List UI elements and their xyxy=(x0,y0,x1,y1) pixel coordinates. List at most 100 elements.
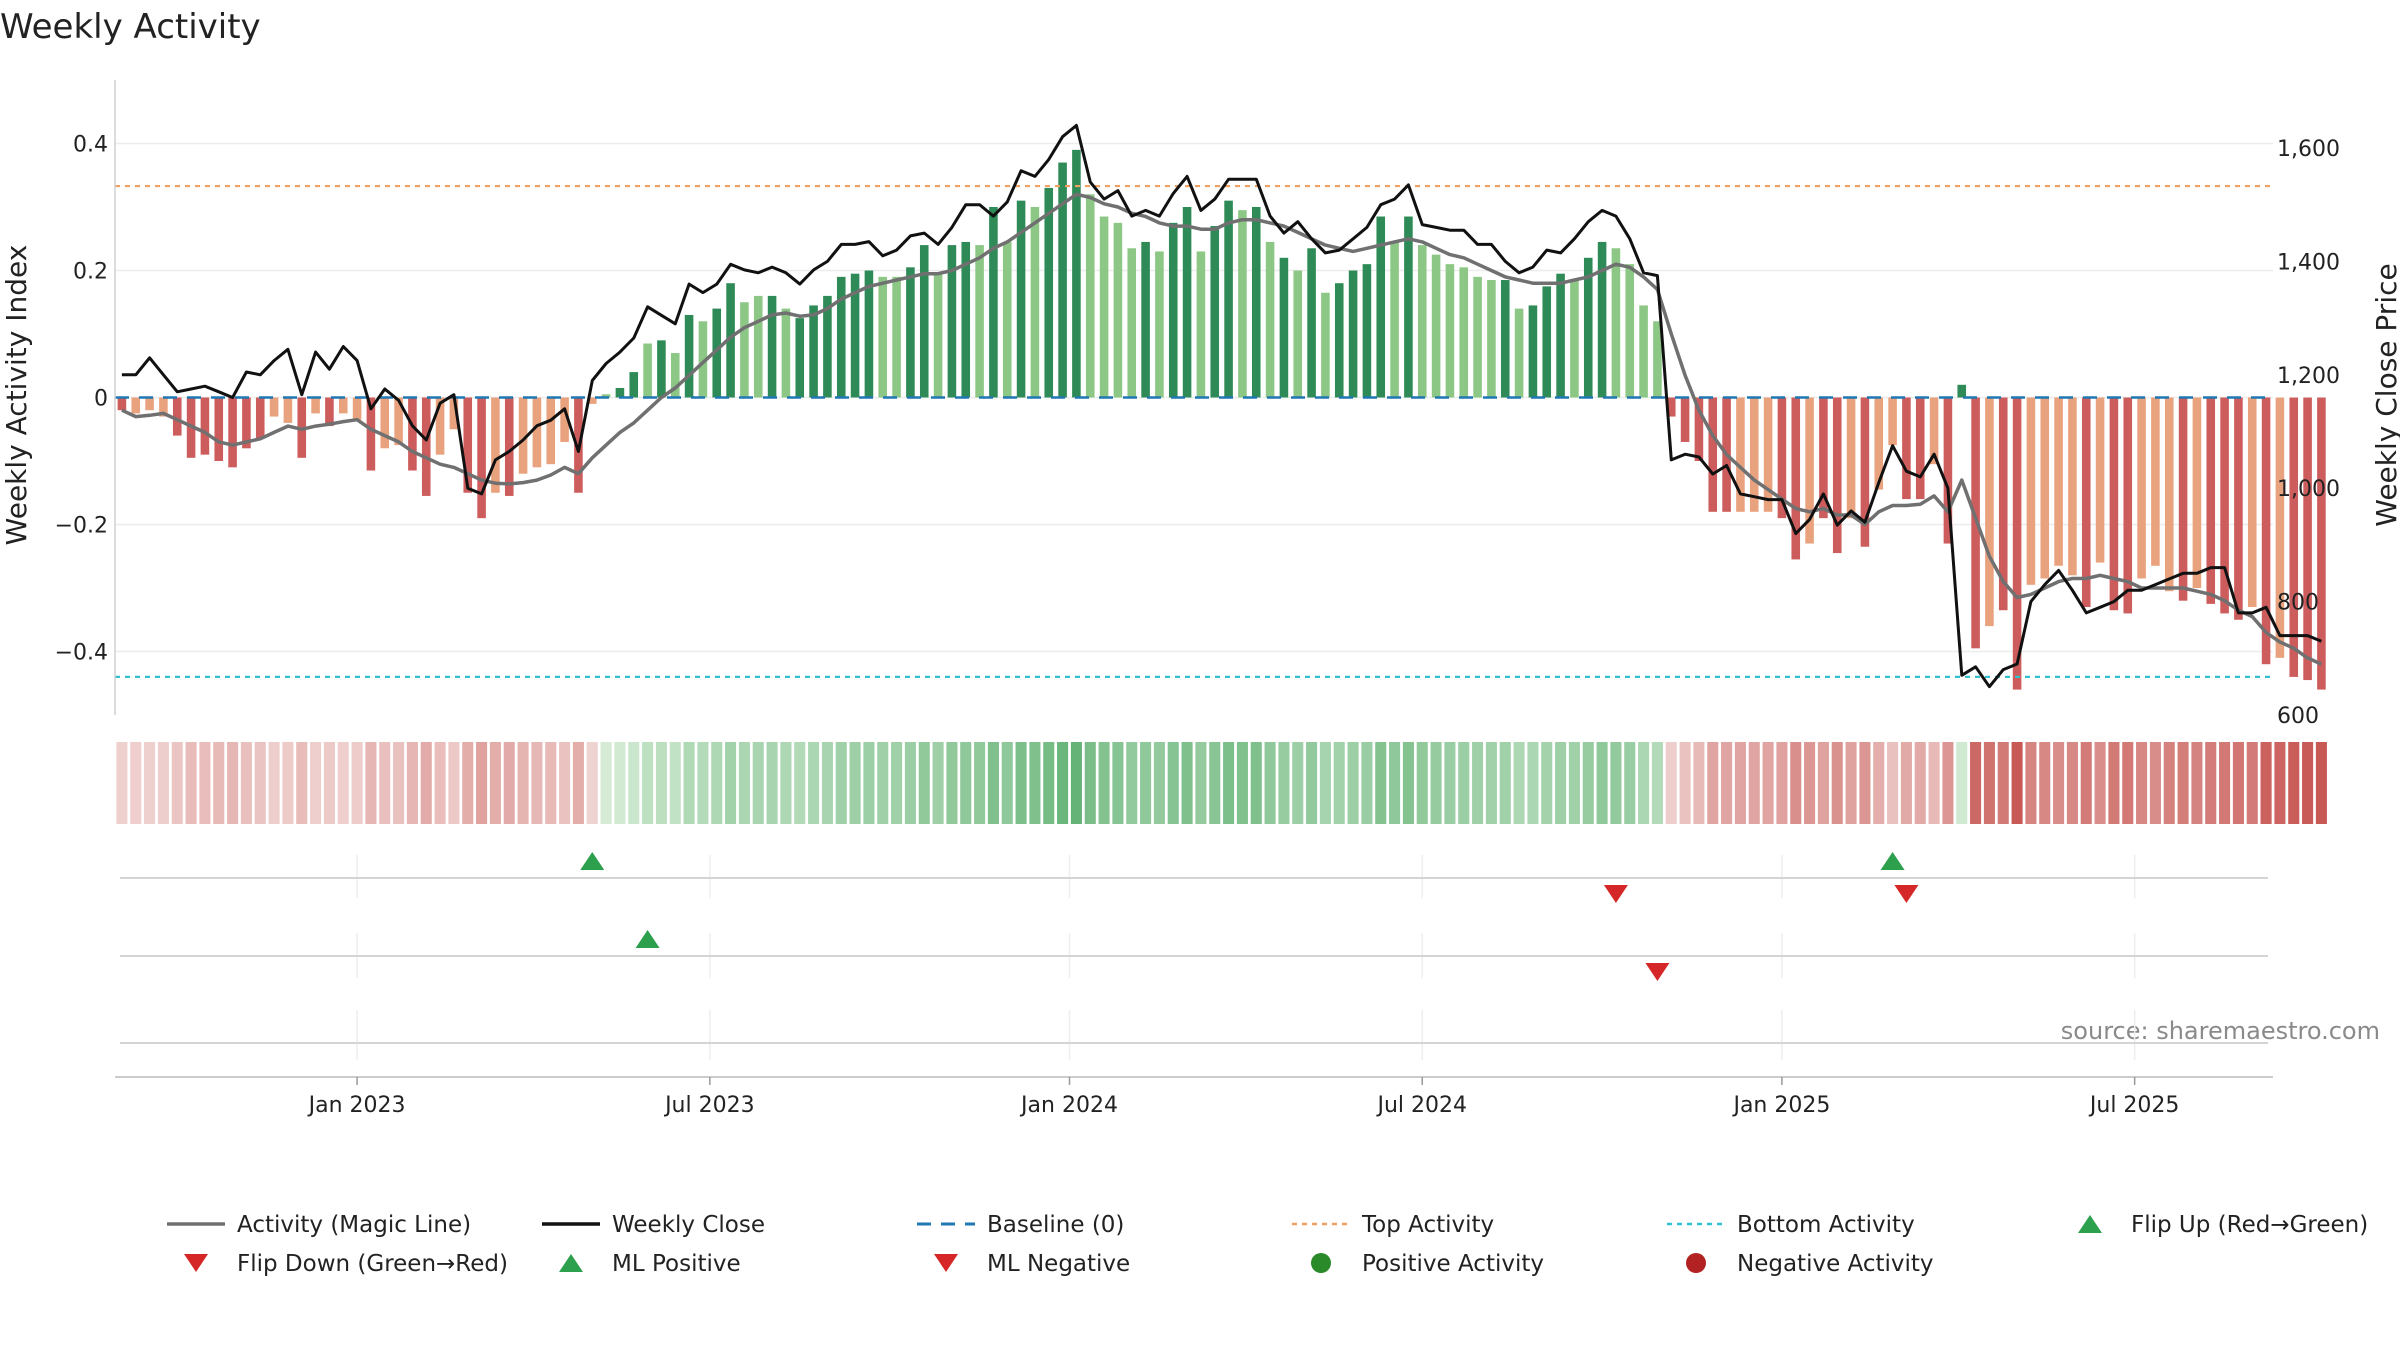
legend-swatch-triangle-down xyxy=(184,1254,208,1272)
activity-bar xyxy=(435,397,445,455)
activity-bar xyxy=(587,397,597,404)
activity-bar xyxy=(1846,397,1856,519)
heat-cell xyxy=(545,742,557,824)
activity-bar xyxy=(2109,397,2119,611)
activity-bar xyxy=(2068,397,2077,576)
activity-bar xyxy=(1141,241,1150,398)
heat-cell xyxy=(199,742,211,824)
activity-bar xyxy=(1556,273,1565,398)
activity-bar xyxy=(1736,397,1745,512)
activity-bar xyxy=(643,343,652,398)
heat-cell xyxy=(130,742,142,824)
activity-bar xyxy=(1072,149,1081,398)
heat-cell xyxy=(1624,742,1636,824)
activity-bar xyxy=(1570,280,1579,398)
heat-cell xyxy=(448,742,460,824)
heat-cell xyxy=(254,742,266,824)
activity-bar xyxy=(338,397,348,414)
activity-bar xyxy=(2261,397,2271,665)
heat-cell xyxy=(1859,742,1871,824)
flip-down-marker xyxy=(1603,885,1628,903)
heat-cell xyxy=(1416,742,1428,824)
heat-cell xyxy=(655,742,667,824)
activity-bar xyxy=(1832,397,1842,554)
activity-bar xyxy=(228,397,237,468)
flip-up-marker xyxy=(580,852,605,870)
activity-bar xyxy=(2095,397,2105,563)
heat-cell xyxy=(752,742,764,824)
heat-cell xyxy=(932,742,944,824)
x-tick-label: Jan 2024 xyxy=(1019,1093,1118,1118)
heat-cell xyxy=(1347,742,1359,824)
activity-bar xyxy=(2026,397,2036,585)
activity-bar xyxy=(131,397,141,414)
heat-cell xyxy=(1084,742,1096,824)
heat-cell xyxy=(2246,742,2258,824)
legend-label: Positive Activity xyxy=(1362,1251,1544,1277)
heat-cell xyxy=(586,742,598,824)
heat-cell xyxy=(282,742,294,824)
activity-bar xyxy=(1902,397,1911,500)
heat-cell xyxy=(531,742,543,824)
legend-label: Weekly Close xyxy=(612,1212,765,1238)
heat-cell xyxy=(1167,742,1179,824)
legend: Activity (Magic Line) Weekly Close Baselin… xyxy=(167,1212,2368,1277)
activity-bar xyxy=(311,397,320,414)
activity-bar xyxy=(2040,397,2050,579)
heat-cell xyxy=(821,742,833,824)
activity-bar xyxy=(214,397,224,461)
activity-bar xyxy=(864,270,874,398)
activity-bar xyxy=(2081,397,2091,608)
heat-cell xyxy=(1997,742,2009,824)
heat-cell xyxy=(144,742,156,824)
signal-panels xyxy=(120,852,2268,1060)
activity-bar xyxy=(975,245,984,398)
activity-bar xyxy=(947,245,957,398)
activity-bar xyxy=(2054,397,2063,566)
heat-cell xyxy=(185,742,197,824)
right-tick-label: 600 xyxy=(2277,704,2319,729)
activity-bar xyxy=(1279,257,1289,398)
activity-bar xyxy=(767,295,777,398)
heat-cell xyxy=(2039,742,2051,824)
heat-cell xyxy=(1679,742,1691,824)
heat-cell xyxy=(2232,742,2244,824)
activity-bar xyxy=(1514,308,1524,398)
left-tick-label: 0.2 xyxy=(73,260,108,285)
activity-bar xyxy=(1639,305,1648,398)
heat-cell xyxy=(379,742,391,824)
right-tick-label: 1,400 xyxy=(2277,250,2340,275)
legend-item: Baseline (0) xyxy=(917,1212,1124,1238)
heat-cell xyxy=(1900,742,1912,824)
heat-cell xyxy=(268,742,280,824)
heat-cell xyxy=(2288,742,2300,824)
heat-cell xyxy=(1402,742,1414,824)
activity-bar xyxy=(1238,210,1247,398)
activity-bar xyxy=(1321,292,1330,398)
heat-cell xyxy=(365,742,377,824)
grid-layer xyxy=(115,142,2273,653)
activity-bar xyxy=(1473,276,1482,398)
heat-cell xyxy=(337,742,349,824)
heat-cell xyxy=(2302,742,2314,824)
heat-cell xyxy=(1112,742,1124,824)
legend-label: Top Activity xyxy=(1361,1212,1494,1238)
heat-cell xyxy=(766,742,778,824)
activity-bar xyxy=(906,267,915,398)
heat-cell xyxy=(2163,742,2175,824)
legend-item: Bottom Activity xyxy=(1667,1212,1915,1238)
heat-cell xyxy=(849,742,861,824)
activity-bar xyxy=(1777,397,1787,519)
heat-cell xyxy=(2108,742,2120,824)
activity-bar xyxy=(504,397,514,496)
activity-bar xyxy=(172,397,182,436)
heat-cell xyxy=(1776,742,1788,824)
activity-bar xyxy=(560,397,569,442)
heat-cell xyxy=(1610,742,1622,824)
heat-cell xyxy=(1181,742,1193,824)
activity-bars xyxy=(117,149,2326,690)
activity-bar xyxy=(1182,207,1192,398)
heat-cell xyxy=(1001,742,1013,824)
left-axis-title: Weekly Activity Index xyxy=(0,245,33,546)
